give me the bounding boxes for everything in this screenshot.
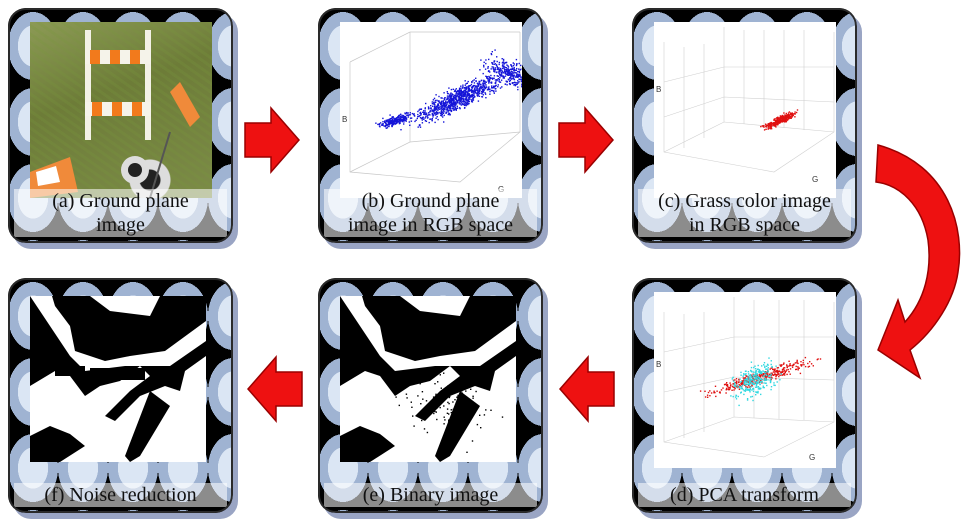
step-f-caption: (f) Noise reduction — [14, 483, 227, 507]
step-e-caption: (e) Binary image — [324, 483, 537, 507]
scatter-points — [760, 109, 799, 131]
axis-box — [663, 27, 835, 173]
caption-line: image in RGB space — [348, 214, 513, 236]
axis-label-b: B — [342, 115, 347, 124]
striped-barrier — [85, 30, 151, 140]
caption-line: (d) PCA transform — [670, 484, 819, 506]
scatter-points — [699, 356, 822, 407]
caption-line: (f) Noise reduction — [44, 484, 197, 506]
traffic-cones — [30, 82, 200, 198]
scatter-points — [375, 49, 543, 131]
axis-box — [663, 297, 835, 458]
ground-plane-photo — [30, 22, 212, 199]
axis-label-g: G — [809, 453, 815, 462]
step-e-panel: (e) Binary image — [318, 278, 543, 513]
step-c-caption: (c) Grass color image in RGB space — [638, 189, 851, 237]
photo-objects — [30, 30, 200, 199]
pca-scatter: B G — [654, 292, 836, 468]
denoised-image — [30, 296, 206, 462]
axis-box — [349, 31, 521, 183]
caption-line: (e) Binary image — [362, 484, 499, 506]
step-c-panel: B G (c) Grass color image in RGB space — [632, 8, 857, 243]
arrow-right-icon — [558, 106, 614, 174]
curved-arrow-icon — [875, 144, 961, 380]
rgb-scatter-b: B G — [340, 22, 543, 198]
step-f-panel: (f) Noise reduction — [8, 278, 233, 513]
caption-line: image — [96, 214, 145, 236]
caption-line: in RGB space — [688, 214, 801, 236]
caption-line: (a) Ground plane — [52, 190, 189, 212]
step-a-caption: (a) Ground plane image — [14, 189, 227, 237]
axis-label-b: B — [656, 85, 661, 94]
rgb-scatter-c: B G — [654, 22, 836, 198]
step-d-panel: B G (d) PCA transform — [632, 278, 857, 513]
step-b-caption: (b) Ground plane image in RGB space — [324, 189, 537, 237]
step-b-panel: B G (b) Ground plane image in RGB space — [318, 8, 543, 243]
axis-label-b: B — [656, 360, 661, 369]
step-a-panel: (a) Ground plane image — [8, 8, 233, 243]
binary-image — [340, 296, 516, 462]
caption-line: (c) Grass color image — [658, 190, 831, 212]
arrow-right-icon — [244, 106, 300, 174]
arrow-left-icon — [247, 355, 303, 423]
caption-line: (b) Ground plane — [361, 190, 500, 212]
arrow-left-icon — [559, 355, 615, 423]
axis-label-g: G — [812, 175, 818, 184]
step-d-caption: (d) PCA transform — [638, 483, 851, 507]
